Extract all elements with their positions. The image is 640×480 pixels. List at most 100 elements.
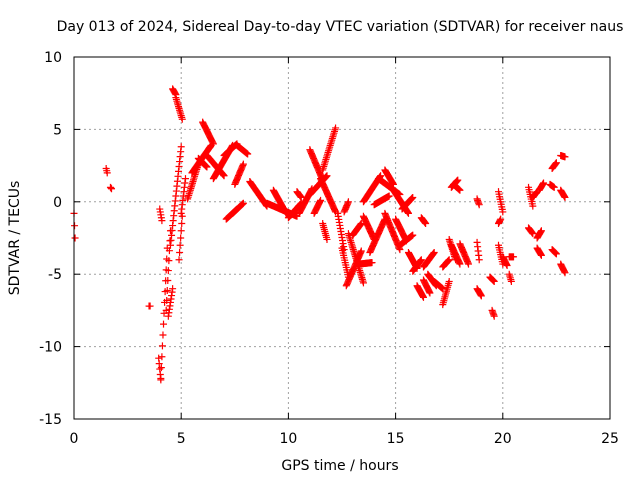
data-point	[157, 364, 165, 372]
data-point	[499, 208, 507, 216]
x-tick-label: 5	[177, 431, 186, 447]
data-point	[165, 257, 173, 265]
data-point	[510, 253, 518, 261]
data-point	[108, 185, 116, 193]
data-point	[454, 176, 462, 184]
data-point	[422, 220, 430, 228]
data-point	[209, 140, 217, 148]
data-point	[157, 374, 165, 382]
data-point	[282, 209, 290, 217]
data-point	[175, 256, 183, 264]
x-tick-labels: 0 5 10 15 20 25	[70, 431, 619, 447]
data-point	[71, 222, 79, 230]
data-point	[176, 248, 184, 256]
data-point	[297, 193, 305, 201]
data-point	[176, 241, 184, 249]
data-point	[445, 277, 453, 285]
data-point	[540, 179, 548, 187]
data-point	[409, 193, 417, 201]
x-tick-label: 25	[601, 431, 619, 447]
data-point	[561, 269, 569, 277]
data-point	[203, 163, 211, 171]
data-point	[419, 293, 427, 301]
y-axis-label: SDTVAR / TECUs	[7, 181, 23, 296]
data-point	[165, 247, 173, 255]
data-point	[550, 183, 558, 191]
data-point	[163, 286, 171, 294]
data-point	[404, 209, 412, 217]
plot-frame	[73, 56, 611, 420]
data-point	[475, 201, 483, 209]
data-point	[490, 312, 498, 320]
y-tick-label: 5	[53, 122, 62, 138]
data-point	[552, 159, 560, 167]
y-tick-label: 0	[53, 195, 62, 211]
data-point	[244, 150, 252, 158]
data-point	[409, 231, 417, 239]
data-point	[158, 217, 166, 225]
x-tick-label: 20	[494, 431, 512, 447]
data-point	[181, 175, 189, 183]
data-point	[71, 234, 79, 242]
data-point	[159, 331, 167, 339]
data-point	[317, 196, 325, 204]
data-point	[357, 247, 365, 255]
data-point	[430, 248, 438, 256]
data-point	[445, 256, 453, 264]
data-point	[529, 202, 537, 210]
data-point	[561, 153, 569, 161]
data-point	[503, 262, 511, 270]
data-point	[178, 115, 186, 123]
data-point	[169, 285, 177, 293]
data-point	[239, 199, 247, 207]
data-point	[323, 172, 331, 180]
data-point	[368, 259, 376, 267]
data-point	[385, 192, 393, 200]
y-tick-label: -5	[48, 267, 62, 283]
x-axis-label: GPS time / hours	[281, 458, 398, 474]
data-point	[177, 143, 185, 151]
data-point	[537, 227, 545, 235]
x-tick-label: 10	[279, 431, 297, 447]
chart-title: Day 013 of 2024, Sidereal Day-to-day VTE…	[57, 19, 624, 35]
data-point	[417, 256, 425, 264]
data-point	[323, 235, 331, 243]
data-point	[529, 230, 537, 238]
y-tick-label: 10	[44, 50, 62, 66]
data-point	[220, 172, 228, 180]
x-tick-label: 0	[70, 431, 79, 447]
data-point	[177, 234, 185, 242]
data-point	[475, 256, 483, 264]
data-point	[477, 292, 485, 300]
data-point	[239, 160, 247, 168]
data-point	[177, 227, 185, 235]
x-tick-label: 15	[387, 431, 405, 447]
data-point	[164, 267, 172, 275]
data-point	[490, 277, 498, 285]
data-point	[158, 342, 166, 350]
y-tick-labels: -15 -10 -5 0 5 10	[39, 50, 62, 428]
data-point	[561, 193, 569, 201]
data-point	[146, 302, 154, 310]
y-tick-label: -15	[39, 412, 62, 428]
data-point	[163, 296, 171, 304]
data-point	[426, 289, 434, 297]
data-point	[359, 279, 367, 287]
data-point	[497, 215, 505, 223]
data-point	[537, 251, 545, 259]
data-point	[158, 353, 166, 361]
data-point	[332, 124, 340, 132]
data-points	[70, 85, 569, 384]
data-point	[464, 260, 472, 268]
data-point	[552, 250, 560, 258]
data-point	[344, 198, 352, 206]
data-point	[164, 277, 172, 285]
data-point	[507, 277, 515, 285]
y-tick-label: -10	[39, 340, 62, 356]
data-point	[178, 220, 186, 228]
data-point	[456, 260, 464, 268]
data-point	[103, 169, 111, 177]
data-point	[160, 320, 168, 328]
data-point	[456, 186, 464, 194]
